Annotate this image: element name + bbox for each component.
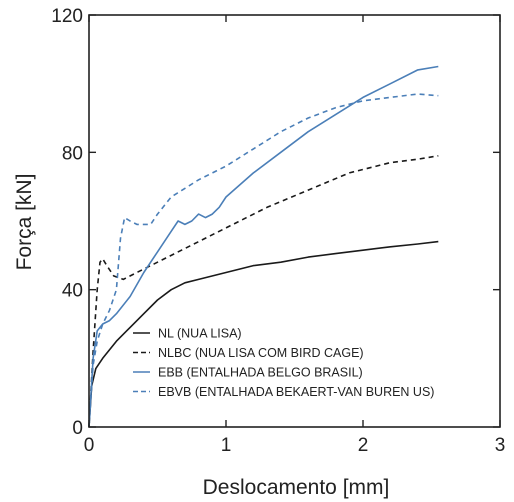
- series-line-2: [88, 65, 439, 428]
- x-axis-title: Deslocamento [mm]: [203, 476, 390, 499]
- series-line-3: [88, 93, 439, 428]
- x-tick-label-0: 0: [84, 435, 95, 456]
- legend-label-1: NLBC (NUA LISA COM BIRD CAGE): [158, 346, 364, 360]
- x-tick-label-1: 1: [221, 435, 232, 456]
- y-axis-title: Força [kN]: [13, 174, 36, 271]
- x-tick-label-2: 2: [358, 435, 369, 456]
- y-tick-label-3: 120: [51, 6, 83, 27]
- legend-label-3: EBVB (ENTALHADA BEKAERT-VAN BUREN US): [158, 385, 434, 399]
- x-tick-label-3: 3: [495, 435, 506, 456]
- legend: NL (NUA LISA) NLBC (NUA LISA COM BIRD CAG…: [133, 327, 434, 399]
- y-tick-label-2: 80: [62, 143, 83, 164]
- plot-frame: [88, 14, 501, 428]
- axis-ticks: [88, 14, 501, 428]
- y-tick-label-0: 0: [72, 418, 83, 439]
- series-line-0: [88, 240, 439, 428]
- y-tick-label-1: 40: [62, 281, 83, 302]
- plot-lines: [88, 65, 439, 428]
- tick-labels: 0 1 2 3 0 40 80 120: [51, 6, 505, 456]
- legend-label-2: EBB (ENTALHADA BELGO BRASIL): [158, 366, 363, 380]
- legend-label-0: NL (NUA LISA): [158, 327, 242, 341]
